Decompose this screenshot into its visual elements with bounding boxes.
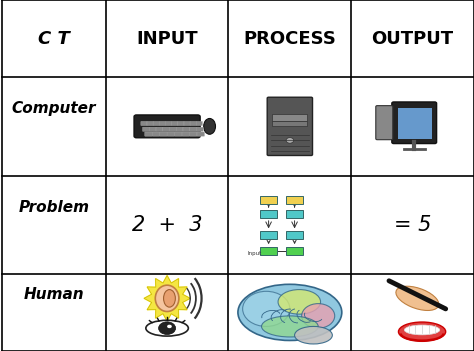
FancyBboxPatch shape	[176, 127, 183, 131]
FancyBboxPatch shape	[153, 121, 159, 126]
Text: Computer: Computer	[11, 101, 96, 116]
FancyBboxPatch shape	[172, 121, 178, 126]
Bar	[260, 231, 277, 239]
FancyBboxPatch shape	[170, 127, 176, 131]
Circle shape	[159, 322, 175, 335]
FancyBboxPatch shape	[163, 127, 170, 131]
Bar	[273, 114, 307, 121]
Ellipse shape	[278, 290, 320, 314]
FancyBboxPatch shape	[197, 132, 204, 136]
FancyBboxPatch shape	[159, 121, 165, 126]
FancyBboxPatch shape	[190, 127, 197, 131]
FancyBboxPatch shape	[147, 121, 153, 126]
FancyBboxPatch shape	[152, 132, 160, 136]
Ellipse shape	[164, 290, 175, 307]
FancyBboxPatch shape	[392, 102, 437, 144]
Text: OUTPUT: OUTPUT	[372, 29, 454, 48]
FancyBboxPatch shape	[183, 127, 190, 131]
Bar	[286, 247, 303, 255]
FancyBboxPatch shape	[182, 132, 190, 136]
FancyBboxPatch shape	[267, 97, 312, 155]
Text: INPUT: INPUT	[137, 29, 198, 48]
FancyBboxPatch shape	[190, 121, 196, 126]
Ellipse shape	[262, 316, 318, 337]
FancyBboxPatch shape	[174, 132, 182, 136]
Ellipse shape	[399, 322, 446, 341]
Ellipse shape	[243, 291, 290, 326]
FancyBboxPatch shape	[197, 127, 203, 131]
Circle shape	[167, 325, 172, 328]
Ellipse shape	[204, 118, 216, 134]
Ellipse shape	[238, 284, 342, 340]
Bar	[286, 196, 303, 204]
Ellipse shape	[404, 325, 440, 335]
Text: Human: Human	[24, 287, 84, 302]
Circle shape	[286, 138, 293, 143]
FancyBboxPatch shape	[178, 121, 184, 126]
FancyBboxPatch shape	[143, 127, 149, 131]
Bar	[260, 210, 277, 218]
Ellipse shape	[396, 286, 439, 311]
Bar	[398, 108, 432, 139]
Polygon shape	[144, 276, 190, 321]
FancyBboxPatch shape	[141, 121, 147, 126]
Text: Problem: Problem	[18, 200, 89, 214]
Ellipse shape	[301, 304, 335, 328]
FancyBboxPatch shape	[165, 121, 172, 126]
FancyBboxPatch shape	[376, 106, 393, 140]
Ellipse shape	[146, 320, 188, 336]
FancyBboxPatch shape	[190, 132, 197, 136]
FancyBboxPatch shape	[160, 132, 167, 136]
FancyBboxPatch shape	[149, 127, 156, 131]
Bar	[260, 196, 277, 204]
Ellipse shape	[155, 285, 179, 312]
Text: C T: C T	[38, 29, 70, 48]
Text: PROCESS: PROCESS	[244, 29, 336, 48]
Text: Input: Input	[247, 251, 262, 256]
Bar	[260, 247, 277, 255]
FancyBboxPatch shape	[134, 115, 200, 138]
FancyBboxPatch shape	[167, 132, 174, 136]
FancyBboxPatch shape	[184, 121, 190, 126]
FancyBboxPatch shape	[145, 132, 152, 136]
Bar	[286, 231, 303, 239]
Bar	[273, 121, 307, 126]
Text: 2  +  3: 2 + 3	[132, 215, 202, 234]
Text: = 5: = 5	[394, 215, 431, 234]
Ellipse shape	[294, 326, 332, 344]
FancyBboxPatch shape	[156, 127, 163, 131]
FancyBboxPatch shape	[196, 121, 202, 126]
Bar	[286, 210, 303, 218]
